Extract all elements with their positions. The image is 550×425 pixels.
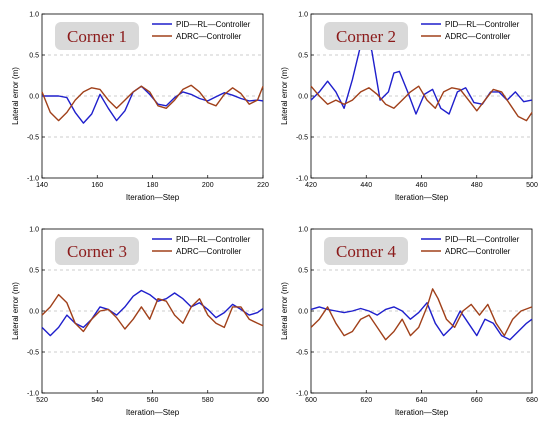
x-tick-label: 220	[257, 182, 269, 189]
y-tick-label: 1.0	[29, 12, 39, 19]
x-tick-label: 460	[416, 182, 428, 189]
y-tick-label: 1.0	[29, 227, 39, 234]
x-tick-label: 440	[360, 182, 372, 189]
y-tick-label: -1.0	[27, 391, 39, 398]
x-tick-label: 600	[257, 397, 269, 404]
x-tick-label: 500	[526, 182, 538, 189]
y-tick-label: -1.0	[27, 176, 39, 183]
chart-panel-4: -1.0 -0.5 0.0 0.5 1.0 600 620 640 660 680 Iteratio…	[280, 227, 538, 418]
legend-entry: PID—RL—Controller	[176, 20, 251, 29]
y-axis-label: Lateral error (m)	[11, 282, 20, 340]
x-tick-label: 660	[471, 397, 483, 404]
x-tick-label: 640	[416, 397, 428, 404]
legend-entry: ADRC—Controller	[176, 247, 242, 256]
x-tick-label: 580	[202, 397, 214, 404]
y-tick-label: 1.0	[298, 227, 308, 234]
pid-rl-line	[42, 85, 264, 124]
adrc-line	[310, 85, 533, 122]
y-tick-label: -1.0	[296, 391, 308, 398]
legend-entry: ADRC—Controller	[176, 32, 242, 41]
legend-entry: PID—RL—Controller	[445, 20, 520, 29]
x-axis-label: Iteration—Step	[395, 193, 449, 202]
corner-label: Corner 1	[67, 27, 127, 46]
x-tick-label: 200	[202, 182, 214, 189]
y-tick-label: -1.0	[296, 176, 308, 183]
y-tick-label: 0.0	[298, 309, 308, 316]
corner-label: Corner 4	[336, 242, 396, 261]
x-axis-label: Iteration—Step	[126, 193, 180, 202]
corner-label: Corner 3	[67, 242, 127, 261]
y-tick-label: 0.5	[29, 268, 39, 275]
legend-entry: ADRC—Controller	[445, 32, 511, 41]
y-tick-label: -0.5	[296, 135, 308, 142]
corner-label-box	[324, 22, 408, 50]
corner-label-box	[55, 237, 139, 265]
x-tick-label: 140	[36, 182, 48, 189]
adrc-line	[41, 293, 264, 333]
x-tick-label: 620	[360, 397, 372, 404]
legend-entry: ADRC—Controller	[445, 247, 511, 256]
corner-label: Corner 2	[336, 27, 396, 46]
x-tick-label: 160	[91, 182, 103, 189]
corner-label-box	[55, 22, 139, 50]
chart-panel-3: -1.0 -0.5 0.0 0.5 1.0 520 540 560 580 600 Iteratio…	[11, 227, 269, 418]
x-tick-label: 540	[91, 397, 103, 404]
y-tick-label: 0.5	[298, 268, 308, 275]
y-tick-label: -0.5	[27, 350, 39, 357]
x-tick-label: 520	[36, 397, 48, 404]
x-tick-label: 420	[305, 182, 317, 189]
y-axis-label: Lateral error (m)	[280, 67, 289, 125]
y-tick-label: 1.0	[298, 12, 308, 19]
chart-panel-2: -1.0 -0.5 0.0 0.5 1.0 420 440 460 480 500 Iteratio…	[280, 12, 538, 203]
x-tick-label: 480	[471, 182, 483, 189]
legend-entry: PID—RL—Controller	[445, 235, 520, 244]
y-axis-label: Lateral error (m)	[280, 282, 289, 340]
y-tick-label: 0.0	[29, 94, 39, 101]
pid-rl-line	[310, 302, 533, 341]
x-tick-label: 600	[305, 397, 317, 404]
x-axis-label: Iteration—Step	[395, 408, 449, 417]
y-tick-label: -0.5	[27, 135, 39, 142]
y-axis-label: Lateral error (m)	[11, 67, 20, 125]
corner-label-box	[324, 237, 408, 265]
adrc-line	[41, 84, 264, 122]
x-tick-label: 680	[526, 397, 538, 404]
y-tick-label: 0.5	[298, 53, 308, 60]
y-tick-label: 0.0	[29, 309, 39, 316]
pid-rl-line	[310, 37, 533, 115]
y-tick-label: 0.0	[298, 94, 308, 101]
x-tick-label: 560	[147, 397, 159, 404]
y-tick-label: -0.5	[296, 350, 308, 357]
y-tick-label: 0.5	[29, 53, 39, 60]
chart-panel-1: -1.0 -0.5 0.0 0.5 1.0 140 160 180 200 220 Iteratio…	[11, 12, 269, 203]
adrc-line	[310, 288, 533, 341]
legend-entry: PID—RL—Controller	[176, 235, 251, 244]
x-axis-label: Iteration—Step	[126, 408, 180, 417]
pid-rl-line	[41, 289, 264, 337]
x-tick-label: 180	[147, 182, 159, 189]
